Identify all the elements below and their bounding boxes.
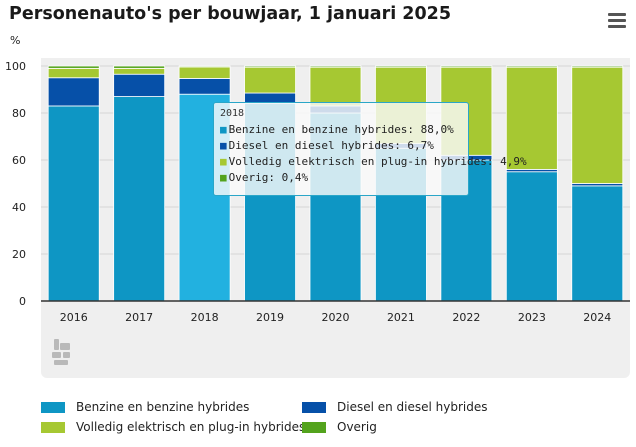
bar-2018-series-2[interactable] — [178, 66, 231, 79]
bar-2017-series-3[interactable] — [113, 65, 166, 69]
y-tick-label: 100 — [5, 60, 26, 73]
bar-2019-series-2[interactable] — [244, 66, 296, 94]
bar-2022-series-3[interactable] — [440, 65, 493, 68]
legend-swatch-elektrisch — [41, 421, 65, 433]
y-tick-label: 20 — [12, 248, 26, 261]
bar-2016-series-3[interactable] — [47, 65, 100, 69]
bar-2017-series-0[interactable] — [113, 96, 166, 302]
x-tick-label: 2019 — [256, 311, 284, 324]
chart-title: Personenauto's per bouwjaar, 1 januari 2… — [9, 4, 452, 24]
legend-label-overig: Overig — [337, 420, 377, 434]
legend-item-elektrisch[interactable]: Volledig elektrisch en plug-in hybrides — [41, 420, 305, 434]
bar-2017-series-1[interactable] — [113, 73, 166, 97]
y-tick-label: 60 — [12, 154, 26, 167]
legend-swatch-overig — [302, 421, 326, 433]
y-axis-unit-label: % — [10, 34, 21, 47]
tooltip-row-benzine-text: Benzine en benzine hybrides: 88,0% — [228, 123, 454, 136]
bar-2023-series-3[interactable] — [505, 65, 558, 68]
x-tick-label: 2018 — [191, 311, 219, 324]
bar-2016-series-2[interactable] — [47, 67, 100, 79]
x-tick-label: 2017 — [125, 311, 153, 324]
tooltip-row-benzine: ■ Benzine en benzine hybrides: 88,0% — [220, 123, 454, 136]
tooltip-row-elektrisch: ■ Volledig elektrisch en plug-in hybrides… — [220, 155, 527, 168]
tooltip-row-overig: ■ Overig: 0,4% — [220, 171, 309, 184]
legend-swatch-diesel — [302, 401, 326, 413]
x-tick-label: 2022 — [452, 311, 480, 324]
legend-swatch-benzine — [41, 401, 65, 413]
tooltip-row-diesel: ■ Diesel en diesel hybrides: 6,7% — [220, 139, 434, 152]
bar-2016-series-0[interactable] — [47, 105, 100, 302]
bar-2017-series-2[interactable] — [113, 67, 166, 75]
x-tick-label: 2016 — [60, 311, 88, 324]
bar-2021-series-3[interactable] — [375, 65, 427, 68]
y-tick-label: 80 — [12, 107, 26, 120]
legend-label-benzine: Benzine en benzine hybrides — [76, 400, 250, 414]
bar-2024-series-2[interactable] — [571, 66, 624, 184]
bar-2023-series-0[interactable] — [505, 171, 558, 302]
bar-2024-series-0[interactable] — [571, 185, 624, 302]
x-tick-label: 2021 — [387, 311, 415, 324]
tooltip-row-elektrisch-text: Volledig elektrisch en plug-in hybrides:… — [228, 155, 527, 168]
tooltip-row-overig-text: Overig: 0,4% — [228, 171, 309, 184]
bar-2020-series-3[interactable] — [309, 65, 362, 68]
tooltip-row-diesel-text: Diesel en diesel hybrides: 6,7% — [228, 139, 434, 152]
cbs-logo-icon — [50, 339, 74, 365]
legend-label-elektrisch: Volledig elektrisch en plug-in hybrides — [76, 420, 306, 434]
y-tick-label: 40 — [12, 201, 26, 214]
tooltip-header: 2018 — [220, 108, 245, 119]
bar-2019-series-3[interactable] — [244, 65, 296, 68]
x-tick-label: 2023 — [518, 311, 546, 324]
legend-item-benzine[interactable]: Benzine en benzine hybrides — [41, 400, 249, 414]
y-tick-label: 0 — [19, 295, 26, 308]
bar-2018-series-1[interactable] — [178, 78, 231, 95]
hamburger-menu-icon[interactable] — [608, 13, 626, 28]
chart-tooltip: 2018 ■ Benzine en benzine hybrides: 88,0%… — [213, 102, 527, 196]
bar-2020-series-2[interactable] — [309, 66, 362, 107]
legend-item-diesel[interactable]: Diesel en diesel hybrides — [302, 400, 488, 414]
x-tick-label: 2024 — [583, 311, 611, 324]
bar-2018-series-3[interactable] — [178, 65, 231, 68]
bar-2024-series-3[interactable] — [571, 65, 624, 68]
legend-label-diesel: Diesel en diesel hybrides — [337, 400, 488, 414]
bar-2016-series-1[interactable] — [47, 77, 100, 107]
legend-item-overig[interactable]: Overig — [302, 420, 377, 434]
x-tick-label: 2020 — [322, 311, 350, 324]
